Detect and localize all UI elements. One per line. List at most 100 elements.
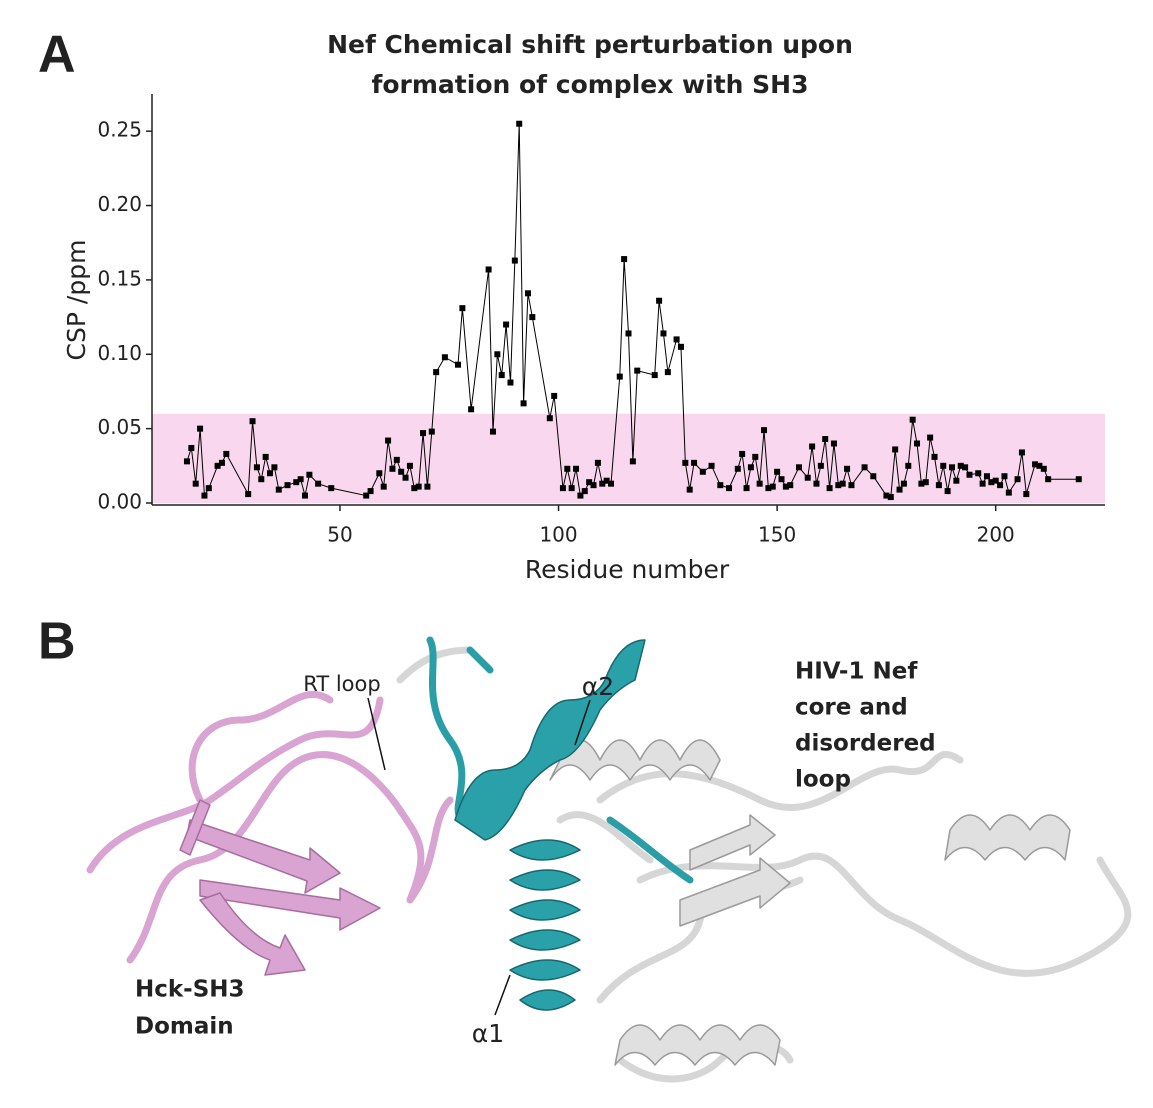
data-point <box>918 480 925 487</box>
y-tick-label: 0.15 <box>97 266 142 290</box>
data-point <box>839 480 846 487</box>
data-point <box>197 425 204 432</box>
panel-label: B <box>38 613 76 671</box>
data-point <box>621 256 628 263</box>
data-point <box>551 392 558 399</box>
data-point <box>673 336 680 343</box>
data-point <box>441 354 448 361</box>
data-point <box>997 482 1004 489</box>
data-point <box>253 464 260 471</box>
data-point <box>455 361 462 368</box>
data-point <box>393 456 400 463</box>
data-point <box>769 483 776 490</box>
data-point <box>297 476 304 483</box>
data-point <box>411 485 418 492</box>
data-point <box>726 485 733 492</box>
data-point <box>634 367 641 374</box>
data-point <box>948 464 955 471</box>
annotation: RT loop <box>303 672 380 696</box>
data-point <box>1018 449 1025 456</box>
data-point <box>223 450 230 457</box>
data-point <box>962 464 969 471</box>
data-point <box>844 465 851 472</box>
data-point <box>966 471 973 478</box>
data-point <box>691 459 698 466</box>
data-point <box>468 406 475 413</box>
leader-lines <box>367 697 591 1016</box>
data-point <box>625 330 632 337</box>
data-point <box>503 321 510 328</box>
data-point <box>747 464 754 471</box>
data-point <box>1045 476 1052 483</box>
data-point <box>1040 465 1047 472</box>
data-point <box>922 479 929 486</box>
data-point <box>380 483 387 490</box>
data-point <box>293 479 300 486</box>
annotation: Hck-SH3 <box>135 977 245 1003</box>
data-point <box>739 450 746 457</box>
data-point <box>328 485 335 492</box>
data-point <box>498 372 505 379</box>
highlight-band <box>152 413 1105 503</box>
data-point <box>900 480 907 487</box>
plot: 0.00 0.05 0.10 0.15 0.20 0.25 50 100 150 200 <box>97 94 1105 547</box>
data-point <box>686 486 693 493</box>
data-point <box>586 479 593 486</box>
data-point <box>975 470 982 477</box>
panel-label: A <box>38 26 76 84</box>
x-tick-label: 50 <box>327 523 352 547</box>
data-point <box>1023 491 1030 498</box>
data-point <box>656 297 663 304</box>
data-point <box>267 470 274 477</box>
data-point <box>214 462 221 469</box>
data-point <box>420 430 427 437</box>
data-point <box>778 476 785 483</box>
chart-title: formation of complex with SH3 <box>372 70 809 99</box>
data-point <box>315 480 322 487</box>
data-point <box>848 482 855 489</box>
y-tick-label: 0.25 <box>97 118 142 142</box>
annotation: loop <box>795 767 851 793</box>
y-axis-label: CSP /ppm <box>62 240 91 361</box>
data-point <box>516 120 523 127</box>
data-point <box>870 473 877 480</box>
data-point <box>1075 476 1082 483</box>
data-point <box>507 379 514 386</box>
data-point <box>752 453 759 460</box>
data-point <box>245 491 252 498</box>
x-tick-label: 150 <box>758 523 796 547</box>
data-point <box>573 465 580 472</box>
data-point <box>822 436 829 443</box>
x-tick-label: 200 <box>977 523 1015 547</box>
annotation: core and <box>795 695 908 721</box>
data-point <box>940 462 947 469</box>
data-point <box>192 480 199 487</box>
annotation: α2 <box>582 672 614 701</box>
data-point <box>953 477 960 484</box>
data-point <box>979 480 986 487</box>
x-axis-label: Residue number <box>525 555 730 584</box>
data-point <box>433 369 440 376</box>
data-point <box>782 483 789 490</box>
data-point <box>809 443 816 450</box>
data-point <box>590 482 597 489</box>
data-point <box>1036 462 1043 469</box>
data-point <box>861 464 868 471</box>
data-point <box>1014 476 1021 483</box>
data-point <box>944 488 951 495</box>
data-point <box>957 462 964 469</box>
data-point <box>896 486 903 493</box>
data-point <box>664 369 671 376</box>
data-point <box>608 480 615 487</box>
data-point <box>424 483 431 490</box>
data-point <box>935 482 942 489</box>
data-point <box>699 468 706 475</box>
data-point <box>1001 473 1008 480</box>
data-point <box>306 471 313 478</box>
data-point <box>284 482 291 489</box>
data-point <box>546 415 553 422</box>
data-point <box>774 468 781 475</box>
data-point <box>581 488 588 495</box>
data-point <box>1032 461 1039 468</box>
